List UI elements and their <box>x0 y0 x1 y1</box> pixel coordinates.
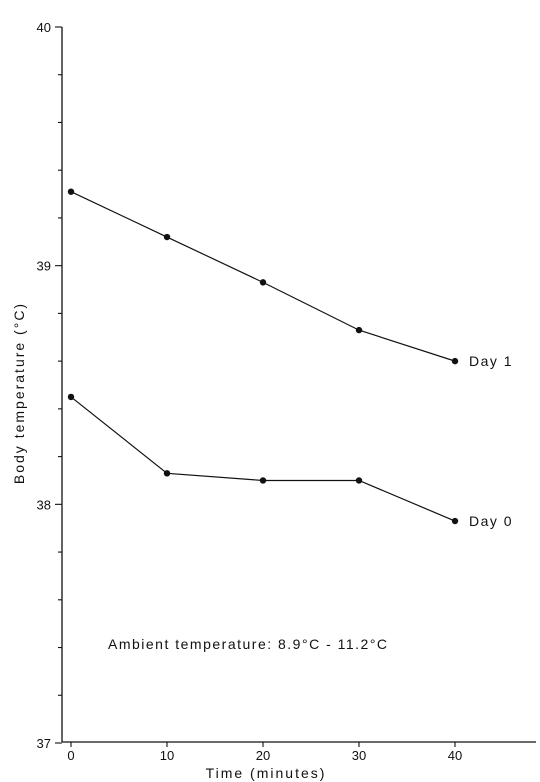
x-tick-label: 30 <box>352 748 366 763</box>
y-tick-label: 40 <box>37 20 51 35</box>
data-point <box>355 477 363 484</box>
data-point <box>163 233 171 241</box>
series-label: Day 1 <box>469 353 513 369</box>
data-point <box>67 393 75 401</box>
x-tick-label: 20 <box>256 748 270 763</box>
y-tick-label: 39 <box>37 259 51 274</box>
data-point <box>355 326 363 334</box>
x-tick-label: 10 <box>160 748 174 763</box>
data-point <box>451 517 459 525</box>
series-line <box>70 396 456 522</box>
x-axis-label: Time (minutes) <box>206 765 327 781</box>
data-point <box>259 279 267 286</box>
data-point <box>163 470 171 477</box>
data-point <box>451 357 459 365</box>
y-tick-label: 37 <box>37 736 51 751</box>
y-tick-label: 38 <box>37 497 51 512</box>
data-point <box>67 188 75 195</box>
axes <box>61 27 536 743</box>
data-point <box>259 477 267 484</box>
ambient-temperature-annotation: Ambient temperature: 8.9°C - 11.2°C <box>108 636 389 652</box>
data-series: Day 1 Day 0 <box>67 188 513 529</box>
x-tick-label: 40 <box>448 748 462 763</box>
axis-ticks: 37 38 39 40 0 10 20 30 40 <box>37 20 463 763</box>
series-label: Day 0 <box>469 513 513 529</box>
series-line <box>70 191 456 362</box>
y-axis-label: Body temperature (°C) <box>11 302 27 484</box>
x-tick-label: 0 <box>67 748 74 763</box>
